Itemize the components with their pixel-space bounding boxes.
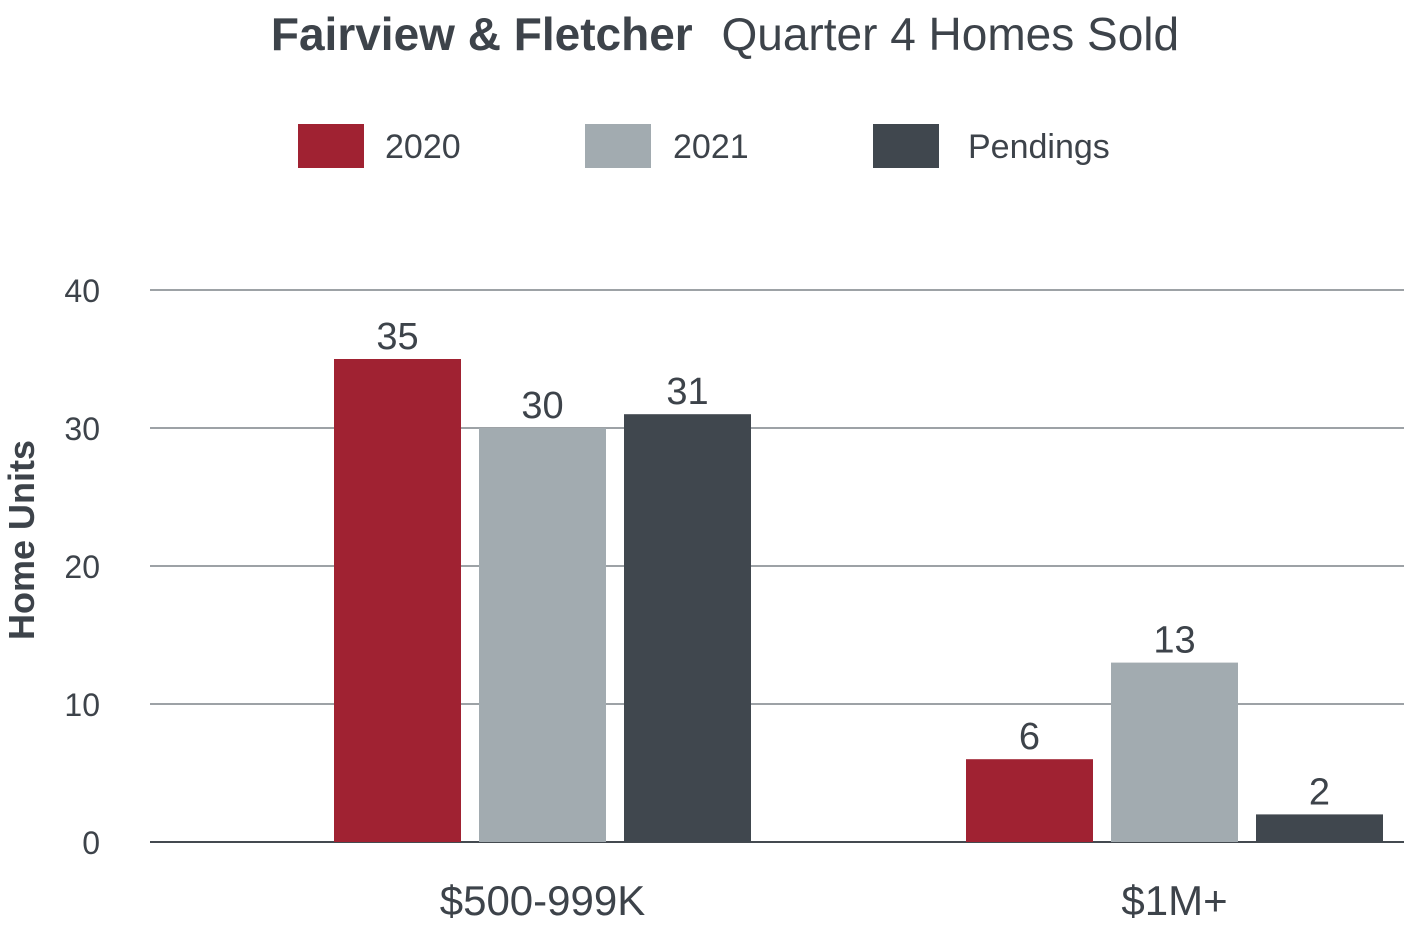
legend-label-2021: 2021 [673, 128, 749, 166]
legend-label-2020: 2020 [385, 128, 461, 166]
bars [334, 359, 1383, 842]
legend-swatch-pendings [873, 124, 939, 168]
chart-title-bold: Fairview & Fletcher [271, 8, 693, 60]
y-tick-label: 10 [64, 687, 100, 723]
legend: 2020 2021 Pendings [298, 124, 1110, 168]
bar-2021-1m-plus [1111, 662, 1238, 842]
bar-pendings-1m-plus [1256, 814, 1383, 842]
chart-title: Fairview & Fletcher Quarter 4 Homes Sold [271, 8, 1179, 60]
data-label: 13 [1153, 620, 1195, 662]
bar-pendings-500-999k [624, 414, 751, 842]
y-tick-label: 0 [82, 825, 100, 861]
chart-title-rest: Quarter 4 Homes Sold [721, 8, 1179, 60]
bar-2020-500-999k [334, 359, 461, 842]
legend-label-pendings: Pendings [968, 128, 1110, 166]
data-labels: 35 30 31 6 13 2 [376, 316, 1330, 813]
legend-swatch-2021 [585, 124, 651, 168]
y-axis-label: Home Units [1, 440, 42, 640]
y-tick-label: 40 [64, 273, 100, 309]
data-label: 35 [376, 316, 418, 358]
y-axis-ticks: 0 10 20 30 40 [64, 273, 100, 861]
y-tick-label: 20 [64, 549, 100, 585]
legend-swatch-2020 [298, 124, 364, 168]
bar-2020-1m-plus [966, 759, 1093, 842]
x-category-label: $500-999K [440, 877, 646, 924]
x-axis-categories: $500-999K $1M+ [440, 877, 1228, 924]
data-label: 31 [666, 371, 708, 413]
y-tick-label: 30 [64, 411, 100, 447]
x-category-label: $1M+ [1121, 877, 1227, 924]
data-label: 6 [1019, 716, 1040, 758]
data-label: 2 [1309, 771, 1330, 813]
bar-2021-500-999k [479, 428, 606, 842]
data-label: 30 [521, 385, 563, 427]
